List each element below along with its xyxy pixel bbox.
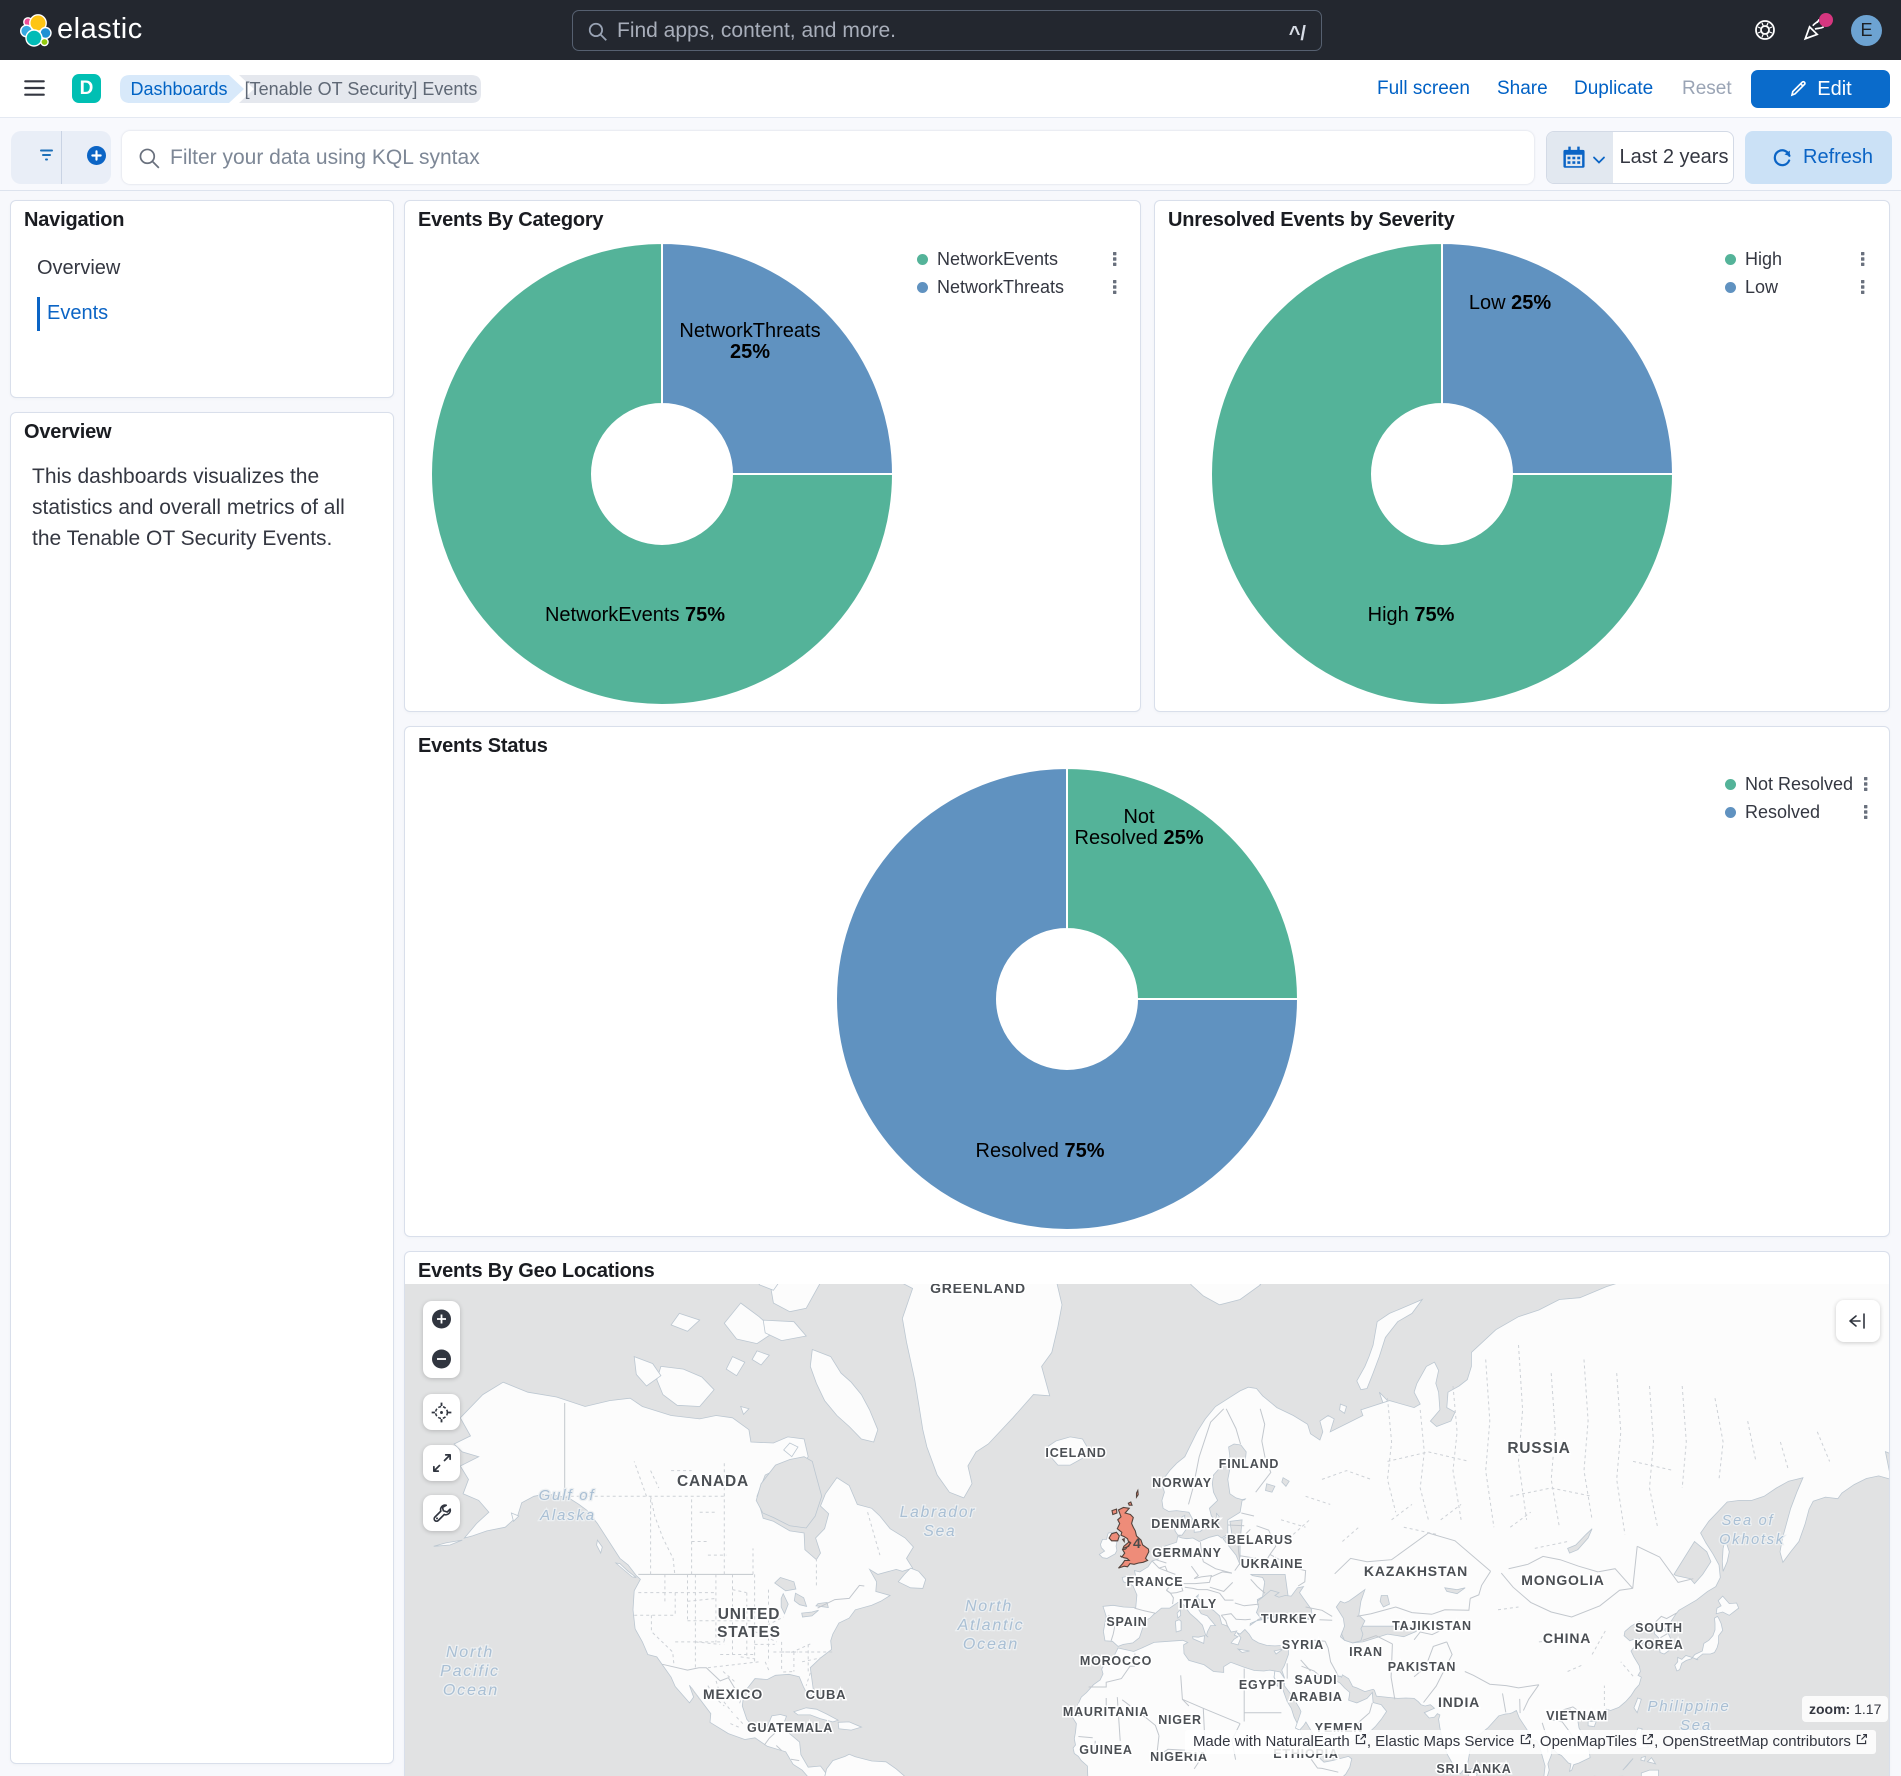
svg-text:VIETNAM: VIETNAM — [1546, 1709, 1608, 1723]
svg-text:FRANCE: FRANCE — [1127, 1575, 1184, 1589]
svg-text:Dashboards: Dashboards — [130, 79, 227, 99]
svg-text:MOROCCO: MOROCCO — [1080, 1654, 1152, 1668]
svg-text:ITALY: ITALY — [1179, 1597, 1217, 1611]
svg-text:CUBA: CUBA — [806, 1687, 847, 1702]
svg-text:SAUDI: SAUDI — [1295, 1673, 1338, 1687]
svg-text:Philippine: Philippine — [1647, 1698, 1730, 1715]
svg-text:ICELAND: ICELAND — [1045, 1446, 1106, 1460]
svg-text:DENMARK: DENMARK — [1151, 1517, 1221, 1531]
svg-text:NIGER: NIGER — [1158, 1713, 1202, 1727]
svg-text:Alaska: Alaska — [539, 1507, 596, 1524]
svg-text:EGYPT: EGYPT — [1239, 1678, 1285, 1692]
svg-text:Sea: Sea — [924, 1523, 957, 1540]
svg-text:GUATEMALA: GUATEMALA — [747, 1721, 833, 1735]
svg-text:GREENLAND: GREENLAND — [930, 1284, 1026, 1296]
svg-text:CHINA: CHINA — [1543, 1630, 1591, 1646]
svg-text:UKRAINE: UKRAINE — [1241, 1557, 1304, 1571]
svg-text:GUINEA: GUINEA — [1079, 1743, 1132, 1757]
svg-text:Ocean: Ocean — [963, 1636, 1019, 1653]
svg-text:TAJIKISTAN: TAJIKISTAN — [1392, 1619, 1472, 1633]
svg-text:Sea of: Sea of — [1722, 1513, 1775, 1529]
svg-text:SYRIA: SYRIA — [1282, 1638, 1324, 1652]
svg-text:Atlantic: Atlantic — [957, 1617, 1025, 1634]
svg-text:Labrador: Labrador — [900, 1504, 976, 1521]
svg-text:SOUTH: SOUTH — [1635, 1621, 1683, 1635]
svg-text:INDIA: INDIA — [1438, 1694, 1480, 1710]
svg-text:MONGOLIA: MONGOLIA — [1521, 1572, 1604, 1588]
svg-text:MEXICO: MEXICO — [703, 1686, 763, 1702]
svg-text:North: North — [965, 1598, 1013, 1615]
svg-text:NORWAY: NORWAY — [1152, 1476, 1212, 1490]
svg-text:UNITED: UNITED — [718, 1606, 781, 1623]
svg-text:SRI LANKA: SRI LANKA — [1436, 1762, 1511, 1776]
svg-text:CANADA: CANADA — [677, 1473, 749, 1490]
svg-text:RUSSIA: RUSSIA — [1507, 1440, 1570, 1457]
svg-text:PAKISTAN: PAKISTAN — [1388, 1660, 1456, 1674]
svg-text:North: North — [446, 1644, 494, 1661]
svg-text:MAURITANIA: MAURITANIA — [1063, 1705, 1149, 1719]
svg-text:Gulf of: Gulf of — [539, 1487, 596, 1504]
svg-text:IRAN: IRAN — [1349, 1645, 1383, 1659]
svg-text:Ocean: Ocean — [443, 1682, 499, 1699]
svg-text:KOREA: KOREA — [1634, 1638, 1683, 1652]
svg-text:ARABIA: ARABIA — [1289, 1690, 1342, 1704]
svg-text:Pacific: Pacific — [440, 1663, 500, 1680]
svg-text:TURKEY: TURKEY — [1261, 1612, 1317, 1626]
svg-text:STATES: STATES — [717, 1624, 781, 1641]
svg-text:[Tenable OT Security] Events: [Tenable OT Security] Events — [245, 79, 478, 99]
svg-text:SPAIN: SPAIN — [1106, 1615, 1147, 1629]
svg-text:4: 4 — [1133, 1535, 1141, 1551]
svg-text:KAZAKHSTAN: KAZAKHSTAN — [1364, 1563, 1468, 1579]
svg-text:FINLAND: FINLAND — [1219, 1457, 1279, 1471]
svg-text:Okhotsk: Okhotsk — [1719, 1532, 1785, 1548]
svg-text:BELARUS: BELARUS — [1227, 1533, 1293, 1547]
svg-text:GERMANY: GERMANY — [1152, 1546, 1222, 1560]
